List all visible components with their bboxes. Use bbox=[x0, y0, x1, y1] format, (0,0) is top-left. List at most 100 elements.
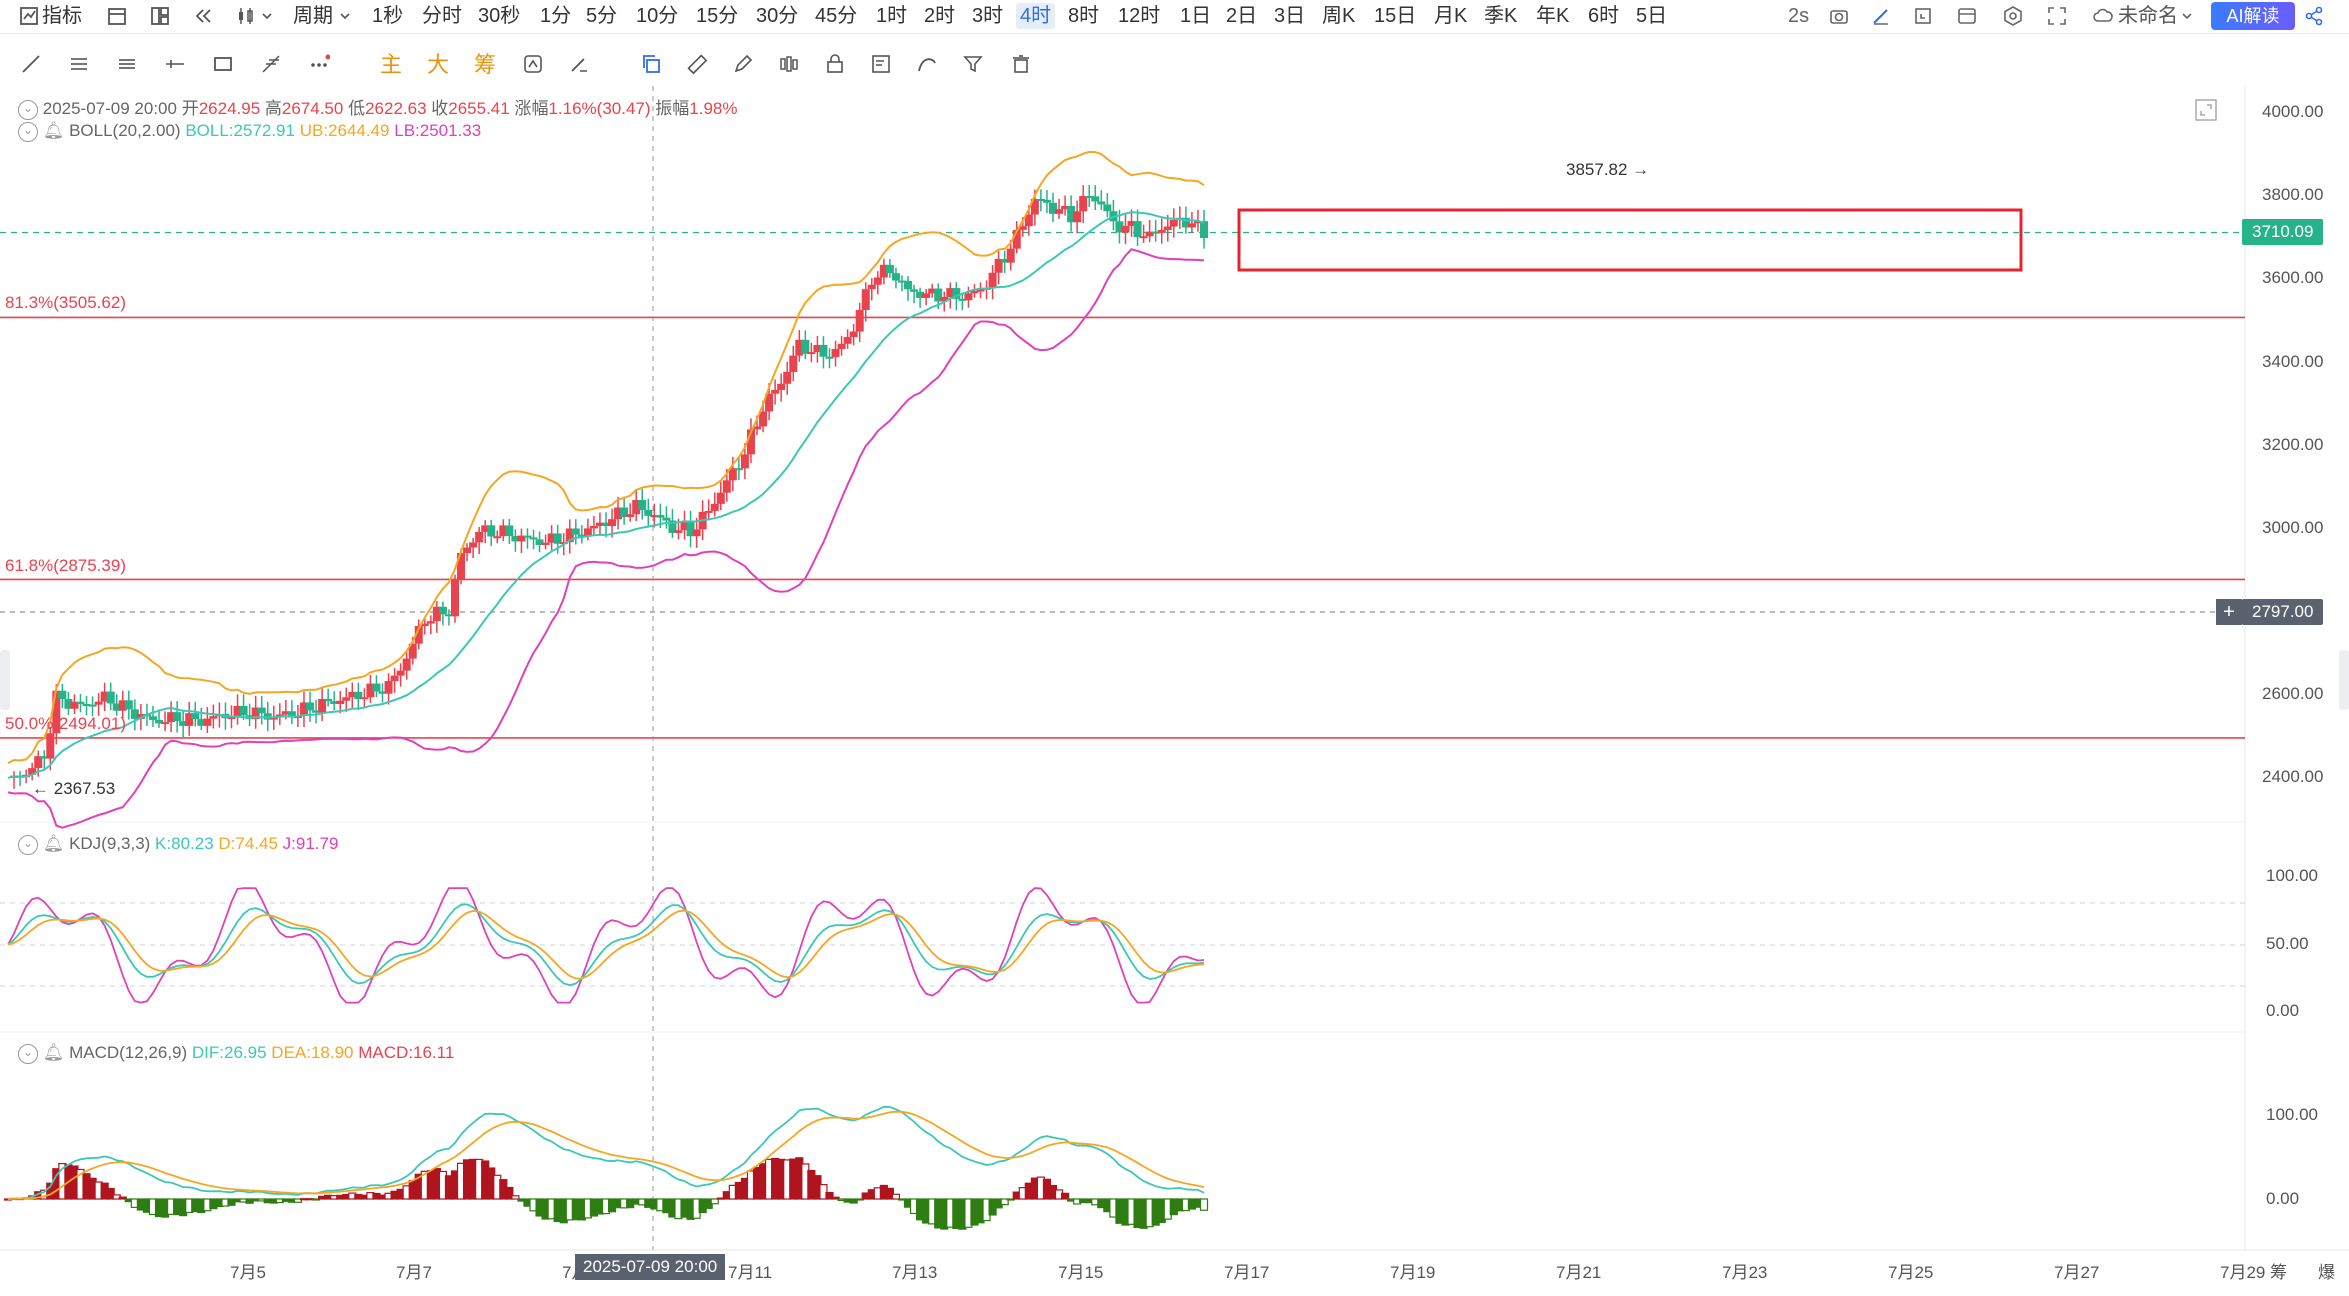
draw-icon[interactable] bbox=[1870, 5, 1892, 27]
chips-toggle[interactable]: 筹 bbox=[2270, 1263, 2287, 1282]
candle-body bbox=[644, 509, 653, 516]
period-1s[interactable]: 1秒 bbox=[372, 5, 404, 27]
more-tools-icon[interactable] bbox=[308, 53, 330, 75]
period-5d[interactable]: 5日 bbox=[1636, 5, 1668, 27]
date-axis-tick: 7月15 bbox=[1058, 1263, 1104, 1282]
ohlc-close: 2655.41 bbox=[448, 99, 510, 118]
candle-body bbox=[934, 288, 943, 302]
rectangle-tool-icon[interactable] bbox=[212, 53, 234, 75]
period-30m[interactable]: 30分 bbox=[756, 5, 799, 27]
ai-analysis-button[interactable]: AI解读 bbox=[2211, 2, 2295, 30]
period-1h[interactable]: 1时 bbox=[876, 5, 908, 27]
collapse-icon[interactable]: ⌄ bbox=[18, 834, 38, 855]
collapse-icon[interactable]: ⌄ bbox=[18, 99, 38, 120]
line-tool-icon[interactable] bbox=[20, 53, 42, 75]
macd-legend: ⌄ 🔔︎ MACD(12,26,9) DIF:26.95 DEA:18.90 M… bbox=[18, 1043, 454, 1064]
bell-icon[interactable]: 🔔︎ bbox=[42, 121, 65, 140]
candles-icon[interactable] bbox=[778, 53, 800, 75]
candle-body bbox=[1193, 221, 1202, 224]
period-5m[interactable]: 5分 bbox=[586, 5, 618, 27]
ruler-icon[interactable] bbox=[686, 53, 708, 75]
expand-icon[interactable] bbox=[2046, 5, 2068, 27]
fibonacci-icon[interactable] bbox=[260, 53, 282, 75]
rewind-icon[interactable] bbox=[193, 5, 215, 27]
period-15d[interactable]: 15日 bbox=[1374, 5, 1417, 27]
large-order-button[interactable]: 大 bbox=[427, 52, 450, 77]
collapse-icon[interactable]: ⌄ bbox=[18, 1043, 38, 1064]
period-6h[interactable]: 6时 bbox=[1588, 5, 1620, 27]
pen-icon[interactable] bbox=[732, 53, 754, 75]
period-3d[interactable]: 3日 bbox=[1274, 5, 1306, 27]
candle-body bbox=[94, 701, 103, 705]
period-2h[interactable]: 2时 bbox=[924, 5, 956, 27]
fullscreen-icon[interactable] bbox=[1912, 5, 1934, 27]
candle-body bbox=[946, 288, 955, 298]
price-axis-tick: 4000.00 bbox=[2262, 102, 2324, 121]
period-30s[interactable]: 30秒 bbox=[478, 5, 521, 27]
magnet-icon[interactable] bbox=[522, 53, 544, 75]
calendar-icon[interactable] bbox=[106, 5, 128, 27]
chevron-down-icon[interactable] bbox=[338, 5, 352, 27]
period-1d[interactable]: 1日 bbox=[1180, 5, 1212, 27]
cloud-icon[interactable] bbox=[2092, 5, 2114, 27]
candle-body bbox=[46, 733, 55, 759]
crosshair-add-icon[interactable]: + bbox=[2216, 599, 2242, 625]
period-timeshare[interactable]: 分时 bbox=[422, 5, 462, 27]
candle-body bbox=[843, 337, 852, 344]
trash-icon[interactable] bbox=[1010, 53, 1032, 75]
bell-icon[interactable]: 🔔︎ bbox=[42, 1043, 65, 1062]
period-45m[interactable]: 45分 bbox=[815, 5, 858, 27]
indicator-icon[interactable] bbox=[18, 5, 40, 27]
chips-button[interactable]: 筹 bbox=[474, 52, 497, 77]
notes-icon[interactable] bbox=[870, 53, 892, 75]
period-month[interactable]: 月K bbox=[1434, 5, 1468, 27]
candle-body bbox=[463, 547, 472, 554]
candle-body bbox=[910, 289, 919, 292]
period-8h[interactable]: 8时 bbox=[1068, 5, 1100, 27]
layout-icon[interactable] bbox=[149, 5, 171, 27]
bell-icon[interactable]: 🔔︎ bbox=[42, 834, 65, 853]
refresh-interval[interactable]: 2s bbox=[1788, 5, 1810, 27]
right-panel-handle[interactable] bbox=[2339, 650, 2349, 710]
maximize-icon[interactable] bbox=[2194, 98, 2218, 122]
layout-name[interactable]: 未命名 bbox=[2118, 5, 2178, 27]
candle-body bbox=[765, 393, 774, 412]
curve-tool-icon[interactable] bbox=[916, 53, 938, 75]
period-12h[interactable]: 12时 bbox=[1118, 5, 1161, 27]
price-axis-tick: 3600.00 bbox=[2262, 268, 2324, 287]
indicators-button[interactable]: 指标 bbox=[42, 5, 82, 27]
candle-body bbox=[861, 289, 870, 310]
left-panel-handle[interactable] bbox=[0, 650, 10, 710]
period-button[interactable]: 周期 bbox=[293, 5, 333, 27]
period-year[interactable]: 年K bbox=[1536, 5, 1570, 27]
copy-icon[interactable] bbox=[640, 53, 662, 75]
edit-tools-icon[interactable] bbox=[568, 53, 590, 75]
chevron-down-icon[interactable] bbox=[2180, 5, 2194, 27]
parallel-lines-icon[interactable] bbox=[68, 53, 90, 75]
camera-icon[interactable] bbox=[1828, 5, 1850, 27]
candle-type-icon[interactable] bbox=[235, 5, 257, 27]
period-3h[interactable]: 3时 bbox=[972, 5, 1004, 27]
settings-icon[interactable] bbox=[2002, 5, 2024, 27]
share-icon[interactable] bbox=[2303, 5, 2325, 27]
candle-body bbox=[269, 716, 278, 720]
period-4h[interactable]: 4时 bbox=[1016, 3, 1056, 29]
main-indicator-button[interactable]: 主 bbox=[380, 52, 403, 77]
template-icon[interactable] bbox=[1956, 5, 1978, 27]
horizontal-lines-icon[interactable] bbox=[116, 53, 138, 75]
period-week[interactable]: 周K bbox=[1322, 5, 1356, 27]
candle-body bbox=[692, 529, 701, 537]
chevron-down-icon[interactable] bbox=[260, 5, 274, 27]
candle-body bbox=[1006, 248, 1015, 263]
lock-icon[interactable] bbox=[824, 53, 846, 75]
period-quarter[interactable]: 季K bbox=[1484, 5, 1518, 27]
horizontal-ray-icon[interactable] bbox=[164, 53, 186, 75]
period-2d[interactable]: 2日 bbox=[1226, 5, 1258, 27]
period-1m[interactable]: 1分 bbox=[540, 5, 572, 27]
burst-toggle[interactable]: 爆 bbox=[2318, 1263, 2335, 1282]
filter-icon[interactable] bbox=[962, 53, 984, 75]
period-10m[interactable]: 10分 bbox=[636, 5, 679, 27]
period-15m[interactable]: 15分 bbox=[696, 5, 739, 27]
collapse-icon[interactable]: ⌄ bbox=[18, 121, 38, 142]
